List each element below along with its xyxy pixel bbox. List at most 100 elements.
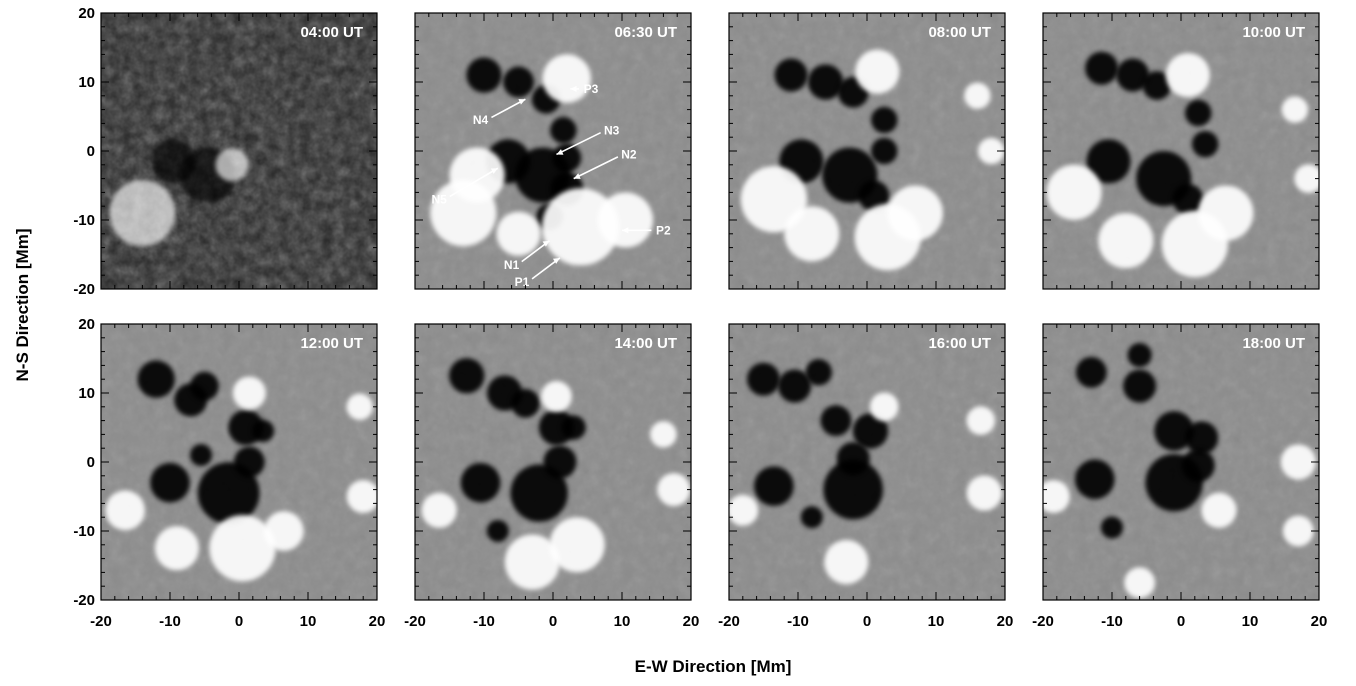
annotation-arrow — [573, 156, 619, 180]
negative-polarity-patch — [1074, 459, 1115, 500]
panel-time-label: 16:00 UT — [928, 335, 991, 352]
positive-polarity-patch — [1043, 479, 1070, 514]
annotation-arrow — [556, 131, 602, 156]
panel-image — [1043, 324, 1319, 600]
x-axis-label: E-W Direction [Mm] — [635, 657, 792, 676]
y-tick-label: 0 — [87, 454, 95, 471]
negative-polarity-patch — [746, 362, 781, 396]
positive-polarity-patch — [869, 392, 899, 422]
negative-polarity-patch — [777, 369, 812, 403]
negative-polarity-patch — [1154, 411, 1194, 451]
positive-polarity-patch — [964, 82, 991, 110]
positive-polarity-patch — [346, 479, 377, 514]
negative-polarity-patch — [150, 462, 190, 503]
negative-polarity-patch — [805, 359, 832, 386]
annotation-arrowhead — [570, 85, 577, 92]
negative-polarity-patch — [1116, 58, 1150, 92]
panel-time-label: 14:00 UT — [614, 335, 677, 352]
x-tick-label: -10 — [473, 613, 495, 630]
annotation-arrow — [449, 167, 499, 198]
positive-polarity-patch — [966, 475, 1002, 511]
positive-polarity-patch — [540, 380, 572, 412]
panel-image — [101, 13, 377, 289]
annotation-label-n3: N3 — [604, 123, 620, 137]
negative-polarity-patch — [466, 57, 502, 93]
y-tick-label: 10 — [78, 74, 95, 91]
positive-polarity-patch — [1280, 444, 1316, 480]
panel-time-label: 06:30 UT — [614, 24, 677, 41]
negative-polarity-patch — [800, 506, 823, 529]
positive-polarity-patch — [154, 526, 199, 571]
annotation-label-n5: N5 — [431, 192, 447, 206]
x-tick-label: -10 — [1101, 613, 1123, 630]
negative-polarity-patch — [871, 137, 898, 165]
x-tick-label: 0 — [1177, 613, 1185, 630]
positive-polarity-patch — [542, 54, 592, 103]
tick-marks — [100, 323, 378, 601]
x-tick-label: 20 — [1311, 613, 1328, 630]
annotation-label-p3: P3 — [584, 82, 599, 96]
x-tick-label: -10 — [787, 613, 809, 630]
tick-marks — [728, 12, 1006, 290]
positive-polarity-patch — [430, 179, 497, 247]
panel-0400: 04:00 UT -20 -10 0 10 20 — [73, 5, 378, 298]
tick-marks — [1042, 12, 1320, 290]
negative-polarity-patch — [550, 117, 577, 144]
x-tick-label: 10 — [1242, 613, 1259, 630]
panel-0800: 08:00 UT — [728, 12, 1006, 290]
panel-image — [729, 13, 1005, 289]
positive-polarity-patch — [597, 192, 654, 248]
y-tick-label: -20 — [73, 281, 95, 298]
x-tick-label: 20 — [683, 613, 700, 630]
panel-1800: 18:00 UT -20 -10 0 10 20 — [1032, 323, 1328, 630]
negative-polarity-patch — [511, 388, 540, 418]
positive-polarity-patch — [657, 473, 691, 507]
negative-polarity-patch — [774, 58, 808, 92]
annotation-label-n4: N4 — [473, 113, 489, 127]
y-tick-label: 20 — [78, 5, 95, 22]
positive-polarity-patch — [1124, 567, 1156, 599]
panel-image — [729, 324, 1005, 600]
panel-1000: 10:00 UT — [1042, 12, 1320, 290]
positive-polarity-patch — [1098, 213, 1154, 269]
x-tick-label: -20 — [1032, 613, 1054, 630]
negative-polarity-patch — [1100, 516, 1124, 539]
y-tick-label: 0 — [87, 143, 95, 160]
x-tick-label: 0 — [235, 613, 243, 630]
negative-polarity-patch — [1123, 369, 1157, 403]
negative-polarity-patch — [1185, 421, 1219, 455]
positive-polarity-patch — [887, 185, 943, 241]
positive-polarity-patch — [977, 137, 1005, 165]
x-tick-label: -10 — [159, 613, 181, 630]
x-tick-label: 20 — [369, 613, 386, 630]
positive-polarity-patch — [209, 515, 276, 582]
negative-polarity-patch — [1181, 448, 1215, 483]
panel-time-label: 08:00 UT — [928, 24, 991, 41]
panel-1600: 16:00 UT -20 -10 0 10 20 — [718, 323, 1013, 630]
negative-polarity-patch — [449, 358, 485, 394]
annotation-arrowhead — [556, 149, 564, 155]
y-tick-label: -20 — [73, 592, 95, 609]
negative-polarity-patch — [190, 444, 213, 467]
tick-marks — [728, 323, 1006, 601]
positive-polarity-patch — [504, 534, 560, 590]
x-tick-label: -20 — [404, 613, 426, 630]
positive-polarity-patch — [346, 393, 373, 421]
negative-polarity-patch — [561, 415, 586, 440]
annotation-label-n2: N2 — [621, 147, 637, 161]
negative-polarity-patch — [538, 409, 575, 446]
negative-polarity-patch — [233, 446, 265, 478]
negative-polarity-patch — [1086, 139, 1131, 184]
annotation-arrow — [491, 98, 526, 119]
positive-polarity-patch — [1165, 53, 1210, 98]
annotation-label-p1: P1 — [515, 275, 530, 289]
negative-polarity-patch — [486, 519, 509, 543]
panel-time-label: 10:00 UT — [1242, 24, 1305, 41]
panel-1400: 14:00 UT -20 -10 0 10 20 — [404, 323, 700, 630]
positive-polarity-patch — [1201, 492, 1237, 528]
annotation-arrowhead — [490, 168, 498, 174]
negative-polarity-patch — [836, 441, 870, 476]
